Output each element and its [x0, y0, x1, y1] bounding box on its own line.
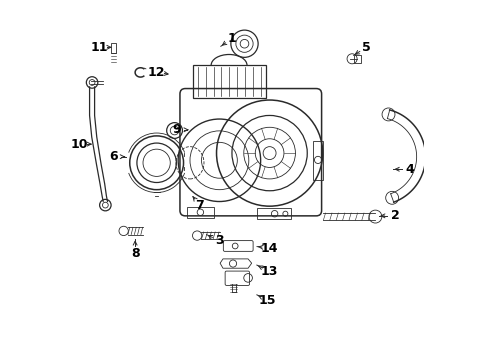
- Text: 12: 12: [147, 66, 165, 79]
- Text: 2: 2: [390, 210, 399, 222]
- Text: 3: 3: [215, 234, 223, 247]
- Text: 8: 8: [131, 247, 139, 260]
- Text: 4: 4: [404, 163, 413, 176]
- Text: 13: 13: [261, 265, 278, 278]
- Text: 9: 9: [172, 123, 180, 136]
- Text: 7: 7: [195, 199, 203, 212]
- Text: 10: 10: [71, 138, 88, 150]
- Text: 6: 6: [109, 150, 118, 163]
- Text: 14: 14: [260, 242, 278, 255]
- Text: 11: 11: [90, 41, 108, 54]
- Text: 15: 15: [259, 294, 276, 307]
- Text: 1: 1: [227, 32, 236, 45]
- Text: 5: 5: [361, 41, 370, 54]
